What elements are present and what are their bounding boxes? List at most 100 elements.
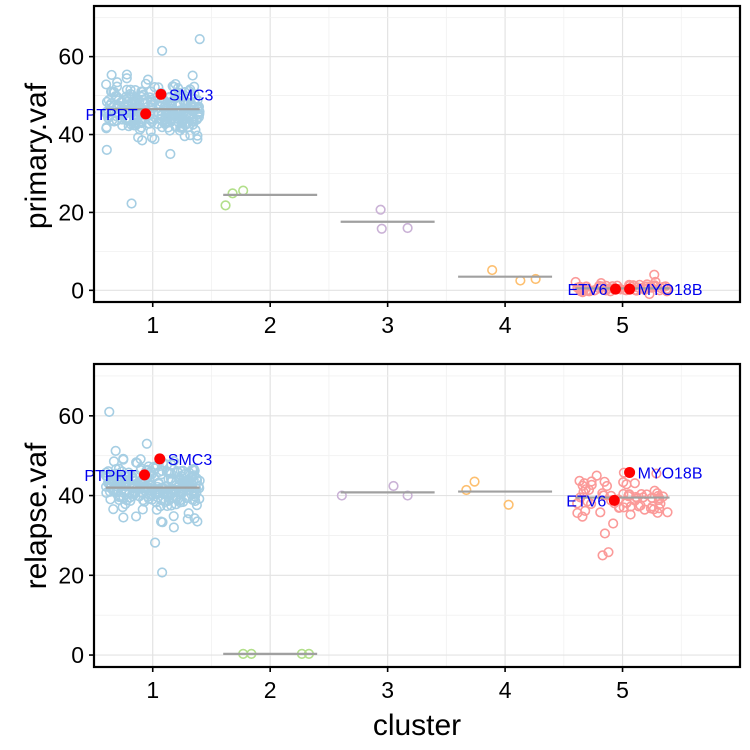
y-tick-label: 60	[58, 44, 84, 70]
driver-label-ptprt: PTPRT	[84, 468, 136, 485]
data-point	[179, 131, 190, 142]
data-point	[575, 286, 586, 297]
driver-label-etv6: ETV6	[567, 282, 607, 299]
data-point	[598, 490, 610, 501]
data-point	[574, 475, 585, 487]
data-point	[126, 119, 137, 130]
data-point	[192, 134, 203, 145]
driver-label-etv6: ETV6	[566, 493, 606, 510]
data-point	[461, 484, 472, 496]
data-point	[651, 468, 662, 479]
data-point	[661, 286, 673, 297]
data-point	[168, 522, 179, 533]
data-point	[101, 467, 112, 478]
data-point	[124, 492, 135, 503]
data-point	[106, 69, 117, 81]
data-point	[172, 467, 183, 478]
data-point	[101, 144, 112, 155]
data-point	[128, 481, 139, 492]
data-point	[126, 198, 137, 209]
driver-point-myo18b	[624, 466, 636, 478]
data-point	[189, 470, 200, 481]
data-point	[165, 148, 176, 160]
data-point	[114, 491, 125, 502]
data-point	[586, 476, 597, 487]
data-point	[469, 476, 480, 487]
panel-border	[92, 362, 742, 669]
data-point	[164, 490, 175, 501]
data-point	[168, 110, 179, 122]
y-axis-title: primary.vaf	[20, 82, 53, 229]
x-tick-label: 4	[499, 312, 512, 338]
data-point	[388, 480, 399, 492]
data-point	[167, 81, 178, 92]
data-point	[625, 509, 636, 520]
data-point	[182, 514, 193, 525]
cluster-2-points	[220, 185, 249, 211]
data-point	[662, 507, 673, 518]
data-point	[641, 489, 652, 500]
data-point	[621, 479, 632, 490]
data-point	[165, 473, 176, 484]
data-point	[174, 125, 186, 136]
data-point	[599, 528, 611, 539]
data-point	[137, 135, 148, 146]
data-point	[402, 490, 413, 501]
data-point	[155, 114, 166, 125]
gridlines	[93, 6, 741, 302]
x-tick-label: 5	[616, 312, 629, 338]
data-point	[530, 273, 541, 285]
data-point	[101, 122, 112, 133]
y-tick-label: 20	[58, 562, 84, 588]
data-point	[188, 116, 199, 127]
data-point	[130, 94, 141, 105]
y-tick-label: 60	[58, 403, 84, 429]
data-point	[157, 567, 168, 578]
data-point	[595, 507, 606, 518]
data-point	[183, 508, 194, 519]
driver-label-ptprt: PTPRT	[86, 107, 138, 124]
x-tick-label: 1	[146, 677, 159, 703]
driver-point-smc3	[155, 88, 167, 100]
data-point	[633, 501, 644, 512]
data-point	[601, 480, 613, 492]
data-point	[591, 470, 602, 481]
data-point	[132, 101, 144, 112]
data-point	[146, 489, 157, 501]
data-point	[118, 512, 129, 523]
data-point	[660, 281, 671, 292]
x-axis-title: cluster	[373, 709, 461, 742]
driver-label-myo18b: MYO18B	[638, 465, 703, 482]
data-point	[336, 490, 347, 501]
y-tick-label: 0	[71, 642, 84, 668]
cluster-3-points	[336, 480, 413, 501]
data-point	[156, 469, 167, 480]
data-point	[168, 511, 179, 522]
data-point	[238, 185, 249, 196]
y-tick-label: 0	[71, 277, 84, 303]
panel-border	[92, 4, 742, 304]
data-point	[101, 79, 112, 90]
data-point	[603, 547, 614, 558]
cluster-3-points	[375, 204, 413, 234]
data-point	[189, 513, 200, 524]
data-point	[586, 479, 597, 491]
data-point	[597, 550, 608, 561]
x-tick-label: 1	[146, 312, 159, 338]
data-point	[106, 98, 117, 109]
data-point	[189, 465, 200, 476]
x-tick-label: 2	[264, 312, 277, 338]
data-point	[177, 496, 189, 508]
data-point	[116, 466, 128, 477]
y-tick-label: 20	[58, 199, 84, 225]
x-tick-label: 2	[264, 677, 277, 703]
data-point	[376, 223, 387, 234]
data-point	[155, 501, 166, 512]
data-point	[137, 504, 148, 515]
data-point	[138, 94, 149, 105]
data-point	[503, 499, 514, 510]
data-point	[108, 116, 120, 127]
data-point	[147, 113, 158, 125]
x-tick-label: 3	[381, 312, 394, 338]
